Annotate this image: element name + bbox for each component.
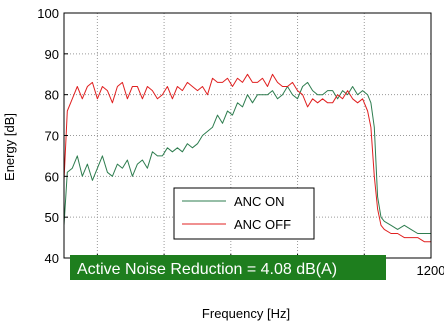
y-tick-label: 50 bbox=[45, 210, 59, 225]
y-tick-label: 60 bbox=[45, 169, 59, 184]
legend-label-anc-on: ANC ON bbox=[234, 194, 285, 209]
annotation-background bbox=[70, 255, 386, 280]
annotation: Active Noise Reduction = 4.08 dB(A) bbox=[70, 255, 386, 280]
y-tick-label: 90 bbox=[45, 47, 59, 62]
x-axis-label: Frequency [Hz] bbox=[202, 306, 290, 321]
y-tick-label: 40 bbox=[45, 251, 59, 266]
series-layer bbox=[63, 73, 431, 243]
y-tick-label: 70 bbox=[45, 129, 59, 144]
series-line-anc-on bbox=[63, 81, 431, 234]
legend-label-anc-off: ANC OFF bbox=[234, 217, 291, 232]
y-tick-label: 100 bbox=[37, 6, 59, 21]
x-tick-label: 1200 bbox=[417, 263, 444, 278]
legend-box bbox=[173, 187, 315, 240]
y-axis-label: Energy [dB] bbox=[2, 113, 17, 181]
series-line-anc-off bbox=[63, 73, 431, 243]
y-tick-label: 80 bbox=[45, 88, 59, 103]
legend: ANC ON ANC OFF bbox=[173, 187, 315, 240]
annotation-text: Active Noise Reduction = 4.08 dB(A) bbox=[77, 261, 337, 278]
